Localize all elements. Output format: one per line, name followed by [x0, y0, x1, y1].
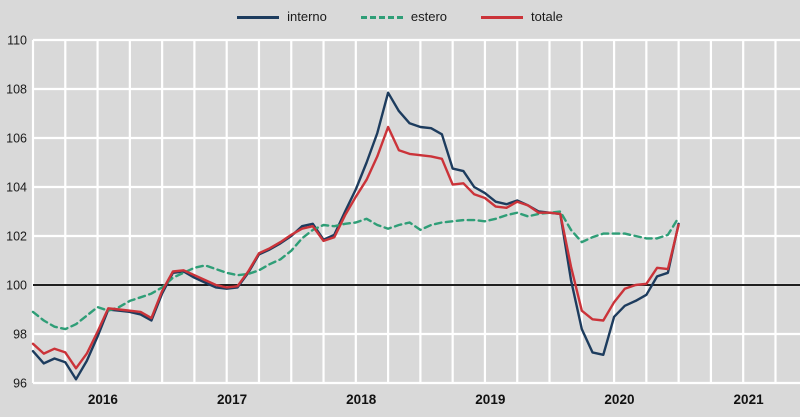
x-tick-label: 2017 — [217, 392, 247, 407]
chart-legend: interno estero totale — [0, 7, 800, 27]
y-tick-label: 106 — [6, 132, 27, 146]
y-tick-label: 104 — [6, 181, 27, 195]
legend-item-totale: totale — [481, 7, 563, 27]
x-tick-label: 2019 — [475, 392, 505, 407]
legend-line-totale-icon — [481, 15, 524, 19]
series-line-totale — [31, 125, 680, 370]
series-line-interno — [31, 91, 680, 381]
y-tick-label: 96 — [13, 377, 27, 391]
y-tick-label: 110 — [7, 34, 27, 48]
legend-item-interno: interno — [237, 7, 327, 27]
legend-label-estero: estero — [410, 9, 448, 24]
x-tick-label: 2016 — [88, 392, 119, 407]
y-tick-label: 100 — [6, 279, 27, 293]
legend-line-interno-icon — [237, 15, 280, 19]
series-line-estero — [31, 210, 680, 331]
y-tick-label: 108 — [6, 83, 27, 97]
legend-line-estero-icon — [360, 15, 403, 19]
x-tick-label: 2021 — [734, 392, 765, 407]
x-tick-label: 2020 — [604, 392, 634, 407]
legend-label-totale: totale — [531, 9, 563, 24]
x-tick-label: 2018 — [346, 392, 377, 407]
legend-item-estero: estero — [360, 7, 448, 27]
y-tick-label: 102 — [6, 230, 27, 244]
y-tick-label: 98 — [13, 328, 27, 342]
legend-label-interno: interno — [287, 9, 327, 24]
